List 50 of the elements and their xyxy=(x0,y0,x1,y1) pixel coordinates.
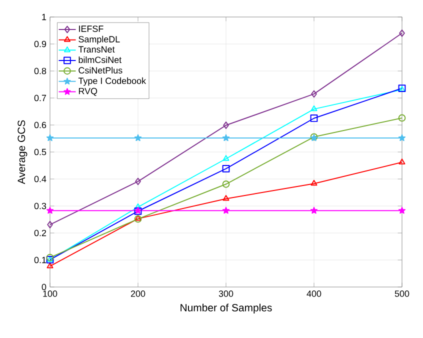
point xyxy=(399,30,405,37)
y-tick-label: 0.2 xyxy=(34,230,46,236)
legend-label: bilmCsiNet xyxy=(78,56,122,64)
point xyxy=(311,90,317,98)
point xyxy=(398,158,406,164)
x-axis-title: Number of Samples xyxy=(180,304,272,314)
point xyxy=(222,206,230,214)
y-tick-label: 0 xyxy=(42,284,46,290)
y-tick-label: 0.3 xyxy=(34,202,46,210)
y-tick-label: 0.1 xyxy=(34,256,46,264)
point xyxy=(134,134,142,142)
point xyxy=(310,105,318,112)
point xyxy=(398,206,406,214)
legend-label: Type I Codebook xyxy=(78,77,146,86)
x-tick-label: 400 xyxy=(306,290,322,297)
x-tick-label: 100 xyxy=(43,290,58,297)
point xyxy=(310,114,318,122)
legend-label: IEFSF xyxy=(79,26,104,32)
y-tick-label: 0.4 xyxy=(34,176,46,182)
point xyxy=(46,262,54,268)
y-tick-label: 0.5 xyxy=(34,148,46,156)
point xyxy=(222,165,230,172)
point xyxy=(222,195,230,201)
point xyxy=(46,134,54,142)
point xyxy=(135,178,141,186)
point xyxy=(222,180,230,188)
x-tick-label: 200 xyxy=(130,290,146,297)
legend-label: CsiNetPlus xyxy=(78,66,122,74)
point xyxy=(310,180,318,186)
point xyxy=(222,134,230,142)
y-tick-label: 0.7 xyxy=(34,94,46,102)
y-tick-label: 0.8 xyxy=(34,68,46,74)
point xyxy=(310,206,318,214)
point xyxy=(222,155,230,161)
y-tick-label: 1 xyxy=(42,14,46,20)
point xyxy=(46,254,54,262)
y-tick-label: 0.9 xyxy=(34,40,46,48)
legend-label: TransNet xyxy=(78,46,115,53)
x-tick-label: 300 xyxy=(218,290,234,297)
y-tick-label: 0.6 xyxy=(34,122,46,128)
legend-label: SampleDL xyxy=(78,36,120,44)
point xyxy=(398,134,406,142)
point xyxy=(223,122,229,129)
legend-label: RVQ xyxy=(78,88,98,96)
point xyxy=(398,114,406,122)
point xyxy=(47,220,53,228)
x-tick-label: 500 xyxy=(394,290,410,297)
y-axis-title: Average GCS xyxy=(18,120,28,184)
point xyxy=(134,203,142,210)
point xyxy=(46,206,54,214)
